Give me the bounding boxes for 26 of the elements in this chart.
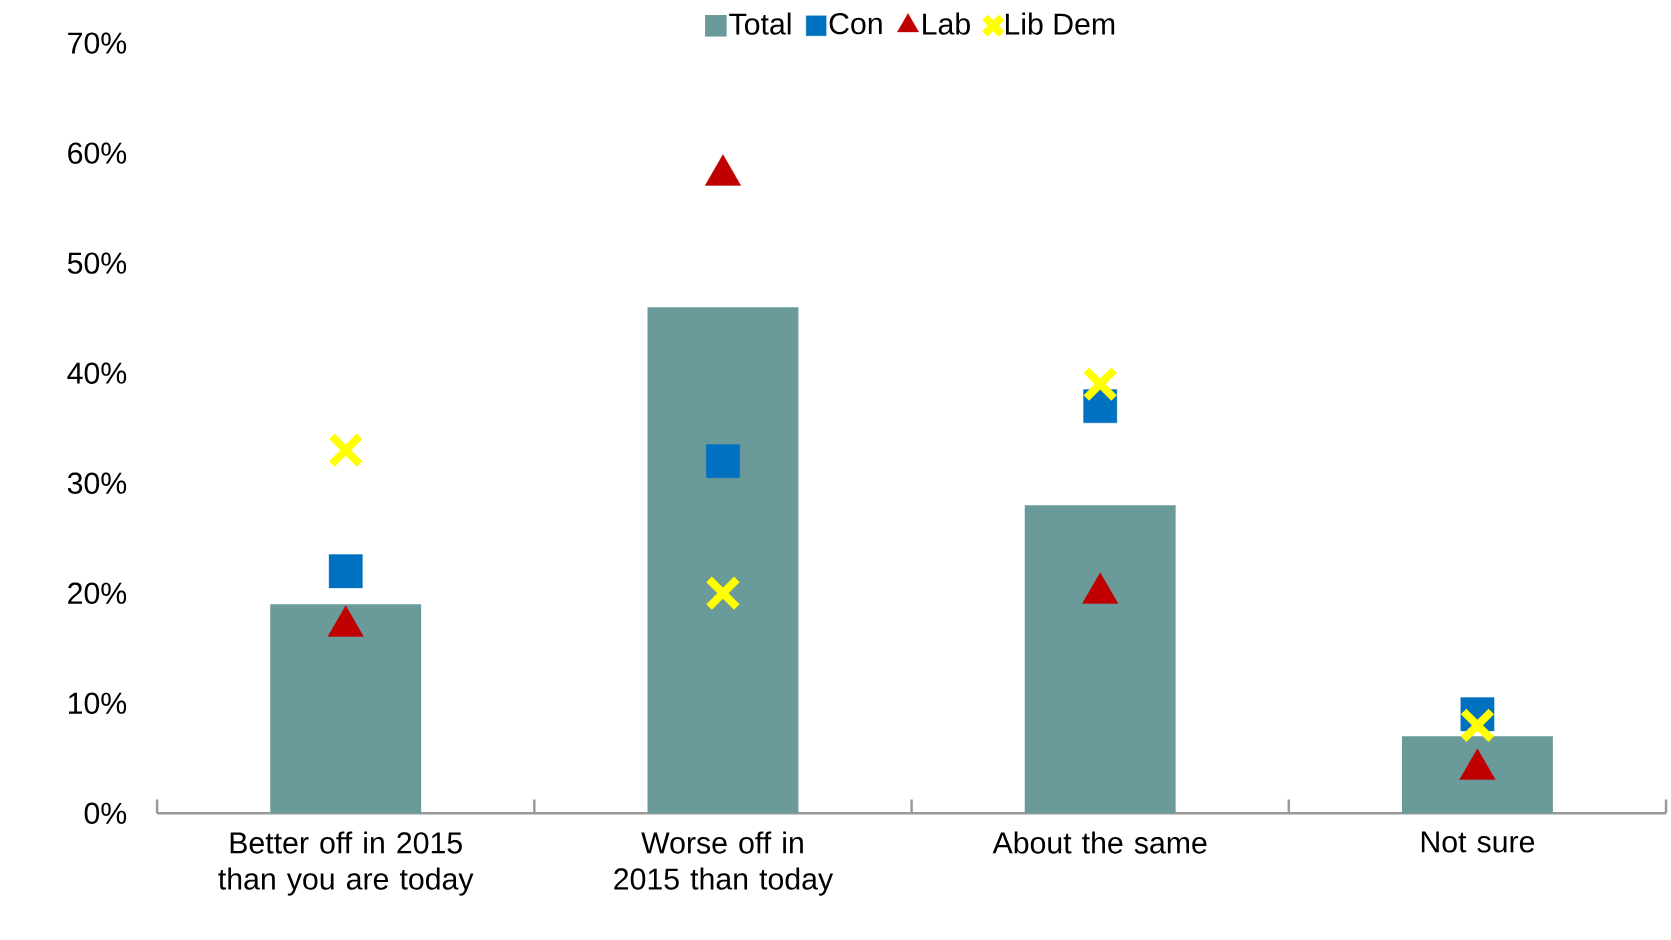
legend-label: Con [829, 13, 882, 35]
y-tick-label: 60% [68, 142, 127, 164]
x-tick-label: About the same [992, 831, 1207, 854]
point [705, 575, 741, 612]
x-tick-label: Not sure [1421, 831, 1535, 853]
y-tick-label: 50% [67, 252, 127, 275]
point [327, 432, 364, 469]
point [328, 554, 363, 589]
point [1082, 366, 1118, 403]
y-tick-label: 40% [67, 362, 127, 385]
x-tick-label: Worse off in 2015 than today [614, 831, 834, 896]
y-tick-label: 10% [68, 692, 127, 715]
bar [1024, 505, 1176, 814]
bar [270, 604, 422, 814]
x-tick-label: Better off in 2015 than you are today [218, 831, 474, 896]
legend-label: Lib Dem [1005, 12, 1115, 35]
bar [1401, 736, 1553, 814]
legend-label: Total [729, 12, 791, 35]
bar [647, 307, 799, 814]
point [1459, 707, 1496, 744]
y-tick-label: 70% [68, 32, 127, 54]
y-tick-label: 20% [68, 582, 127, 605]
y-tick-label: 0% [84, 802, 127, 825]
point [706, 444, 740, 479]
y-tick-label: 30% [67, 472, 127, 495]
legend-label: Lab [923, 12, 970, 35]
